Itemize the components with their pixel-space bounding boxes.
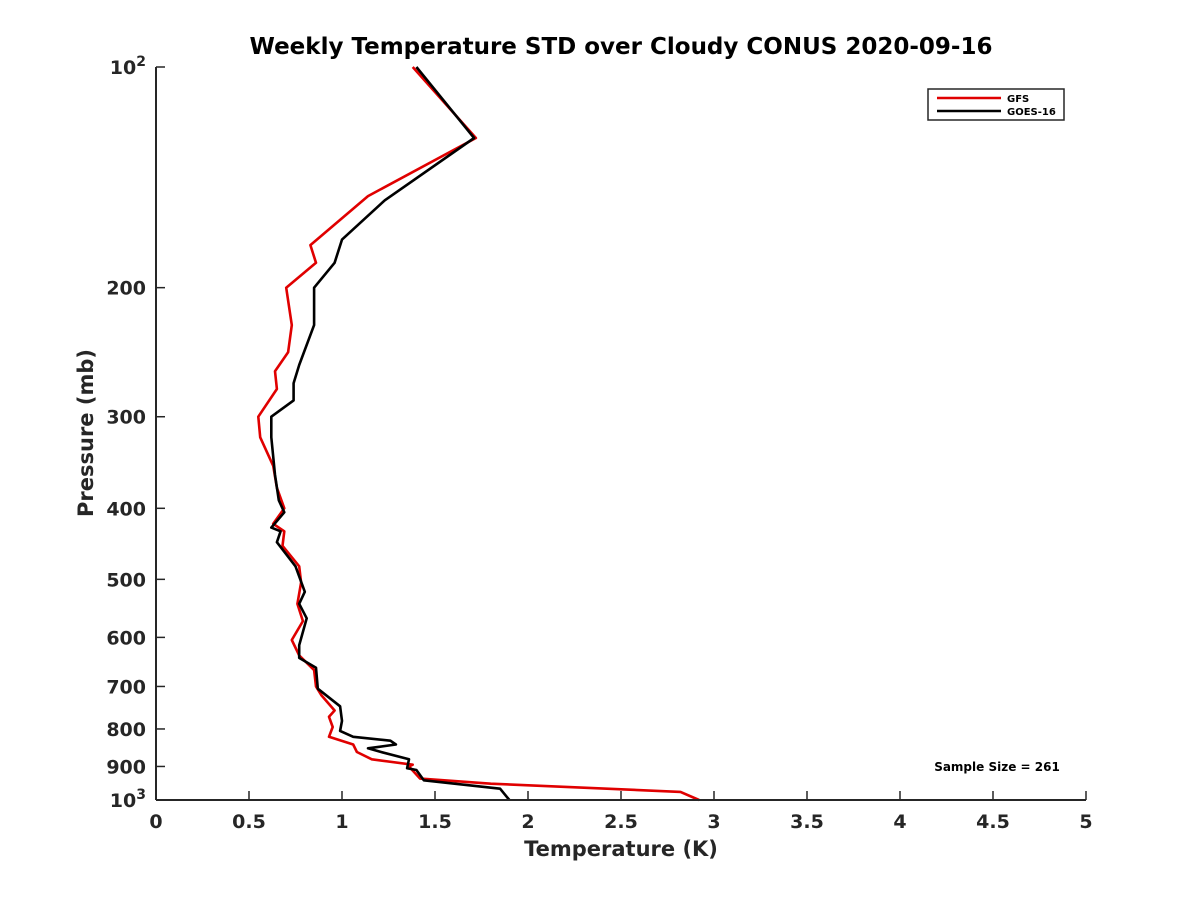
y-tick-label: 400 bbox=[106, 498, 146, 520]
x-tick-label: 2.5 bbox=[604, 811, 638, 833]
sample-size-annotation: Sample Size = 261 bbox=[934, 760, 1060, 774]
y-tick-label: 500 bbox=[106, 569, 146, 591]
plot-series-layer bbox=[256, 66, 700, 802]
y-axis-ticks: 102 200 300 400 500 600 700 800 900 103 bbox=[106, 54, 165, 812]
x-tick-label: 0 bbox=[149, 811, 162, 833]
legend-label: GOES-16 bbox=[1007, 107, 1056, 118]
y-tick-label: 900 bbox=[106, 756, 146, 778]
x-tick-label: 4.5 bbox=[976, 811, 1010, 833]
y-tick-label: 200 bbox=[106, 278, 146, 300]
y-axis-label: Pressure (mb) bbox=[74, 349, 98, 517]
x-tick-label: 4 bbox=[893, 811, 906, 833]
y-tick-label: 700 bbox=[106, 676, 146, 698]
legend-box bbox=[927, 88, 1065, 121]
y-tick-label: 102 bbox=[110, 54, 146, 79]
y-tick-label: 103 bbox=[110, 787, 146, 812]
chart-title: Weekly Temperature STD over Cloudy CONUS… bbox=[250, 34, 993, 60]
x-tick-label: 3 bbox=[707, 811, 720, 833]
x-axis-label: Temperature (K) bbox=[524, 837, 718, 861]
series-line-goes-16 bbox=[269, 66, 511, 801]
x-tick-label: 0.5 bbox=[232, 811, 266, 833]
legend-label: GFS bbox=[1007, 94, 1029, 105]
x-tick-label: 5 bbox=[1079, 811, 1092, 833]
legend: GFS GOES-16 bbox=[927, 88, 1065, 121]
y-tick-label: 600 bbox=[106, 627, 146, 649]
series-line-gfs bbox=[256, 66, 700, 802]
x-tick-label: 2 bbox=[521, 811, 534, 833]
y-tick-label: 300 bbox=[106, 407, 146, 429]
x-axis-ticks: 0 0.5 1 1.5 2 2.5 3 3.5 4 4.5 5 bbox=[149, 791, 1093, 833]
x-tick-label: 3.5 bbox=[790, 811, 824, 833]
x-tick-label: 1 bbox=[335, 811, 348, 833]
x-tick-label: 1.5 bbox=[418, 811, 452, 833]
y-tick-label: 800 bbox=[106, 719, 146, 741]
